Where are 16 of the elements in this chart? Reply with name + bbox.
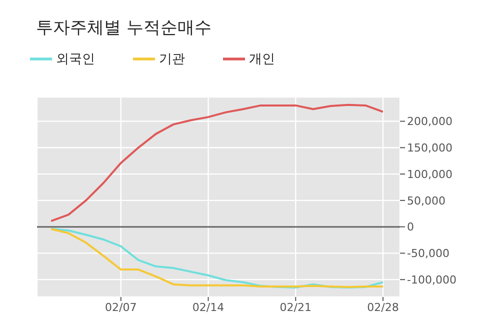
line-series: [51, 104, 383, 222]
x-tick-label: 02/07: [105, 300, 137, 314]
x-tick-label: 02/14: [192, 300, 224, 314]
y-tick-label: -50,000: [407, 247, 450, 260]
chart-title: 투자주체별 누적순매수: [36, 17, 212, 39]
x-tick-label: 02/21: [280, 300, 312, 314]
legend-label: 기관: [159, 52, 185, 67]
legend-label: 외국인: [56, 52, 95, 67]
legend-label: 개인: [249, 52, 275, 67]
y-tick-label: -100,000: [407, 273, 456, 286]
y-tick-label: 200,000: [407, 115, 452, 128]
y-tick-label: 50,000: [407, 194, 446, 208]
y-tick-label: 100,000: [407, 168, 452, 181]
y-tick-label: 0: [407, 220, 414, 234]
y-tick-label: 150,000: [407, 142, 452, 155]
x-tick-label: 02/28: [367, 300, 399, 314]
